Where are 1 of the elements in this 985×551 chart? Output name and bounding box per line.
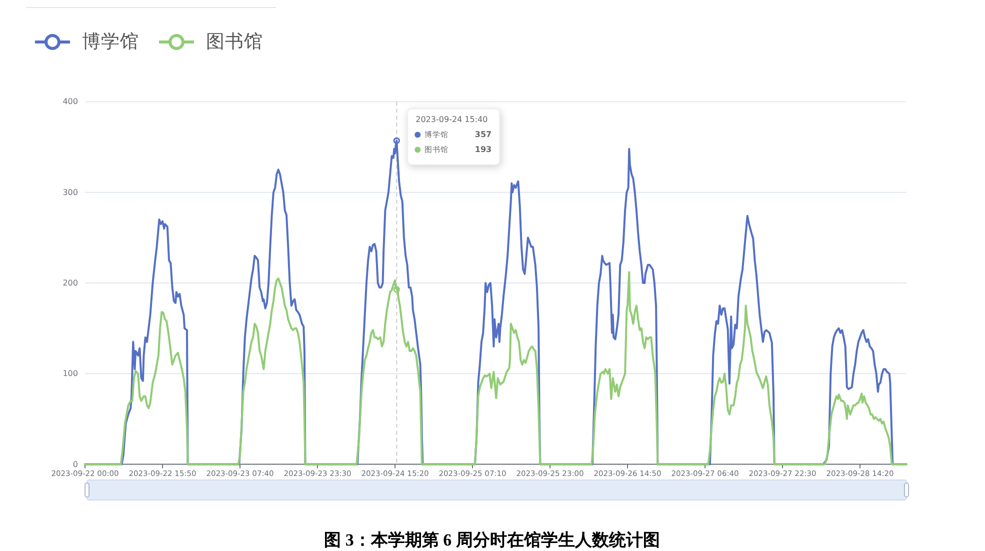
title: 图 3：本学期第 6 周分时在馆学生人数统计图 xyxy=(324,530,660,550)
